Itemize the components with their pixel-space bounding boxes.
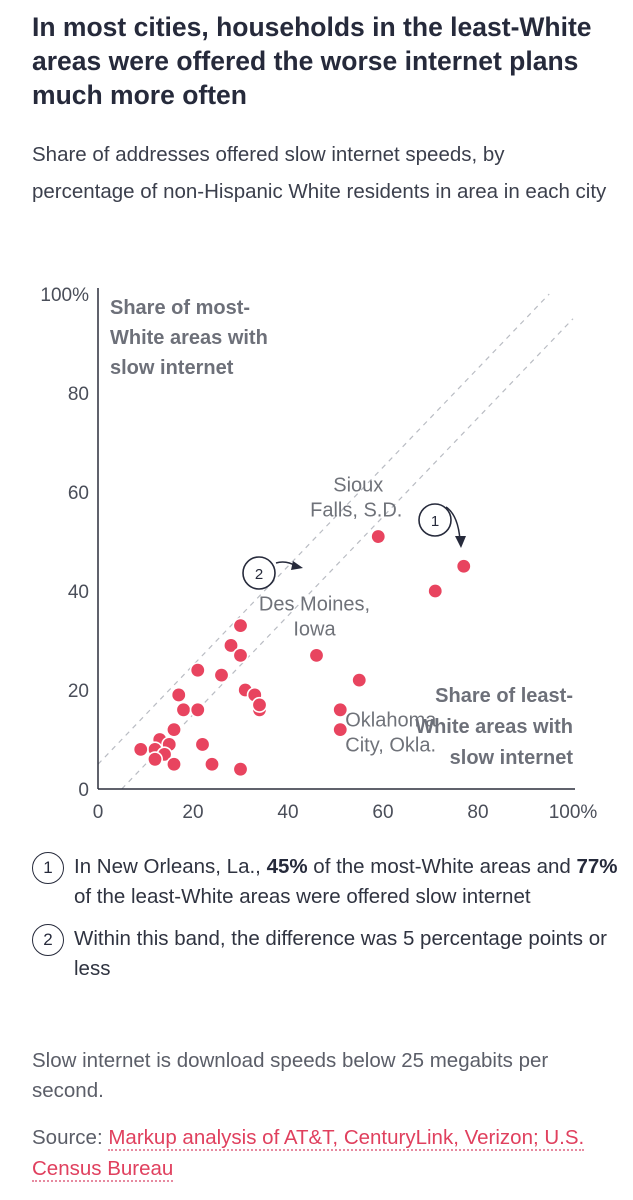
y-tick-label: 40 [68,582,89,603]
source-line: Source: Markup analysis of AT&T, Century… [32,1122,612,1184]
source-link[interactable]: Markup analysis of AT&T, CenturyLink, Ve… [32,1126,585,1182]
note-1-badge: 1 [32,852,64,884]
note-2-text: Within this band, the difference was 5 p… [74,927,607,980]
note-1-part: of the least-White areas were offered sl… [74,885,531,908]
callout-2-circle [242,556,276,590]
source-label: Source: [32,1126,103,1149]
band-line [121,318,574,790]
city-label-line: Iowa [293,618,336,640]
data-point [170,686,187,703]
note-1-text: In New Orleans, La., 45% of the most-Whi… [74,852,622,912]
y-tick-label: 100% [40,285,89,306]
data-point [204,756,221,773]
data-point [189,701,206,718]
note-1-value-most-white: 45% [266,855,308,878]
data-point [308,647,325,664]
note-2-badge: 2 [32,924,64,956]
x-tick-label: 80 [467,802,488,823]
band-line [97,293,550,765]
y-tick-label: 60 [68,483,89,504]
x-tick-label: 100% [549,802,598,823]
data-point [332,701,349,718]
data-point [166,756,183,773]
y-tick-label: 0 [78,780,89,801]
callout-2-number: 2 [255,566,263,583]
chart-subtitle: Share of addresses offered slow internet… [32,143,607,203]
x-tick-label: 60 [372,802,393,823]
data-point [232,761,249,778]
note-2: 2 Within this band, the difference was 5… [32,924,622,984]
data-point [332,721,349,738]
chart-title: In most cities, households in the least-… [32,12,592,110]
note-1-part: of the most-White areas and [307,855,577,878]
data-point [251,696,268,713]
y-axis-title-line: Share of most- [110,297,250,319]
data-point [232,617,249,634]
notes: 1 In New Orleans, La., 45% of the most-W… [32,852,622,996]
note-1: 1 In New Orleans, La., 45% of the most-W… [32,852,622,912]
x-tick-label: 20 [182,802,203,823]
x-tick-label: 0 [93,802,104,823]
city-label-line: City, Okla. [345,735,436,757]
callout-1-arrowhead [455,536,466,548]
x-tick-label: 40 [277,802,298,823]
city-label-line: Falls, S.D. [310,500,402,522]
y-tick-label: 20 [68,681,89,702]
data-point [132,741,149,758]
note-1-part: In New Orleans, La., [74,855,267,878]
data-point [351,672,368,689]
callout-2-arrowhead [291,561,303,570]
data-point [370,528,387,545]
data-point [232,647,249,664]
city-label-line: Sioux [333,475,383,497]
data-point [213,667,230,684]
y-tick-label: 80 [68,384,89,405]
callout-1-circle [418,503,452,537]
note-1-value-least-white: 77% [576,855,618,878]
scatter-chart: 0 20 40 60 80 100% 0 20 40 60 80 100% Share of most-… [40,285,598,823]
data-point [189,662,206,679]
data-point [455,558,472,575]
data-point [166,721,183,738]
x-axis-title-line: White areas with [415,716,573,738]
data-point [223,637,240,654]
y-axis-title-line: White areas with [110,327,268,349]
data-point [194,736,211,753]
data-point [427,582,444,599]
x-axis-title-line: Share of least- [435,685,573,707]
callout-1-number: 1 [431,513,439,530]
x-axis-title-line: slow internet [450,747,574,769]
city-label-line: Des Moines, [259,593,370,615]
data-point [147,751,164,768]
data-point [175,701,192,718]
city-label-line: Oklahoma [345,710,437,732]
footnote: Slow internet is download speeds below 2… [32,1049,549,1102]
callout-1-arrow [445,506,461,541]
y-axis-title-line: slow internet [110,357,234,379]
